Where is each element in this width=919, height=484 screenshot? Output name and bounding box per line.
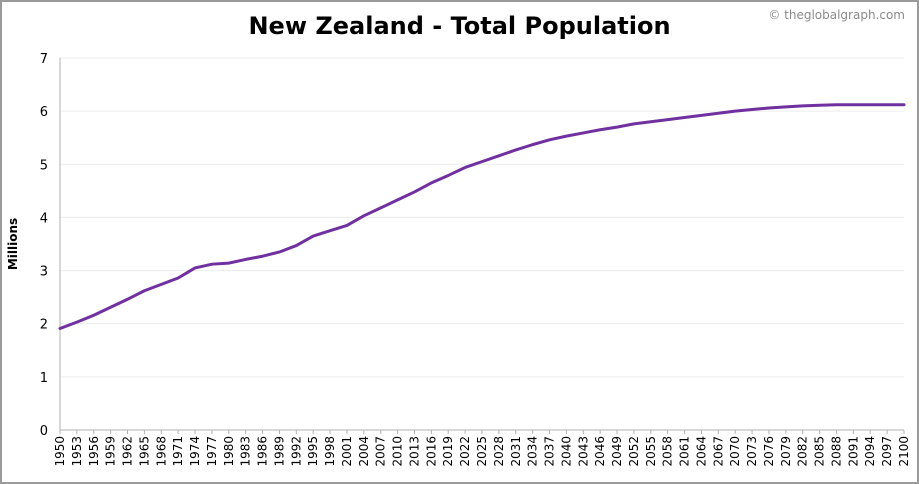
x-tick-label: 1983 (239, 436, 253, 467)
x-tick-label: 1950 (53, 436, 67, 467)
x-tick-label: 1989 (272, 436, 286, 467)
x-tick-label: 2022 (458, 436, 472, 467)
x-tick-label: 2079 (779, 436, 793, 467)
x-tick-label: 2004 (357, 436, 371, 467)
x-tick-label: 1965 (137, 436, 151, 467)
x-tick-label: 1962 (121, 436, 135, 467)
chart-title: New Zealand - Total Population (248, 12, 671, 40)
x-tick-label: 1956 (87, 436, 101, 467)
x-tick-label: 1986 (256, 436, 270, 467)
x-tick-label: 2010 (391, 436, 405, 467)
x-tick-label: 1995 (306, 436, 320, 467)
x-tick-label: 2028 (492, 436, 506, 467)
x-tick-label: 2016 (424, 436, 438, 467)
x-tick-label: 1959 (104, 436, 118, 467)
x-tick-label: 1974 (188, 436, 202, 467)
y-tick-label: 3 (40, 265, 48, 280)
x-tick-label: 2094 (863, 436, 877, 467)
y-tick-label: 1 (40, 371, 48, 386)
x-tick-label: 2085 (813, 436, 827, 467)
population-line (58, 103, 906, 330)
x-tick-label: 2037 (543, 436, 557, 467)
y-tick-label: 0 (40, 424, 48, 439)
x-tick-label: 2052 (627, 436, 641, 467)
x-tick-label: 2013 (407, 436, 421, 467)
x-tick-label: 1968 (154, 436, 168, 467)
x-tick-label: 2031 (509, 436, 523, 467)
x-tick-label: 2073 (745, 436, 759, 467)
x-tick-label: 2001 (340, 436, 354, 467)
x-tick-label: 2034 (526, 436, 540, 467)
x-tick-label: 2097 (880, 436, 894, 467)
x-tick-label: 2058 (661, 436, 675, 467)
y-tick-label: 4 (40, 211, 48, 226)
x-tick-label: 1992 (289, 436, 303, 467)
x-tick-label: 2076 (762, 436, 776, 467)
y-tick-label: 2 (40, 318, 48, 333)
x-tick-label: 2049 (610, 436, 624, 467)
x-tick-label: 2088 (829, 436, 843, 467)
x-tick-label: 2064 (694, 436, 708, 467)
credit-text: © theglobalgraph.com (768, 8, 905, 22)
x-tick-label: 2025 (475, 436, 489, 467)
x-tick-label: 2091 (846, 436, 860, 467)
x-tick-label: 1980 (222, 436, 236, 467)
x-tick-label: 1971 (171, 436, 185, 467)
x-tick-label: 2070 (728, 436, 742, 467)
x-tick-label: 2061 (678, 436, 692, 467)
x-tick-label: 2100 (897, 436, 911, 467)
x-tick-label: 2043 (576, 436, 590, 467)
x-tick-label: 1998 (323, 436, 337, 467)
y-tick-label: 6 (40, 105, 48, 120)
x-tick-label: 2082 (796, 436, 810, 467)
x-tick-label: 2019 (441, 436, 455, 467)
x-tick-label: 2007 (374, 436, 388, 467)
x-tick-label: 2055 (644, 436, 658, 467)
x-tick-label: 2067 (711, 436, 725, 467)
x-tick-label: 1953 (70, 436, 84, 467)
y-tick-label: 7 (40, 52, 48, 67)
x-tick-label: 2046 (593, 436, 607, 467)
x-tick-label: 1977 (205, 436, 219, 467)
y-tick-label: 5 (40, 158, 48, 173)
x-tick-label: 2040 (559, 436, 573, 467)
